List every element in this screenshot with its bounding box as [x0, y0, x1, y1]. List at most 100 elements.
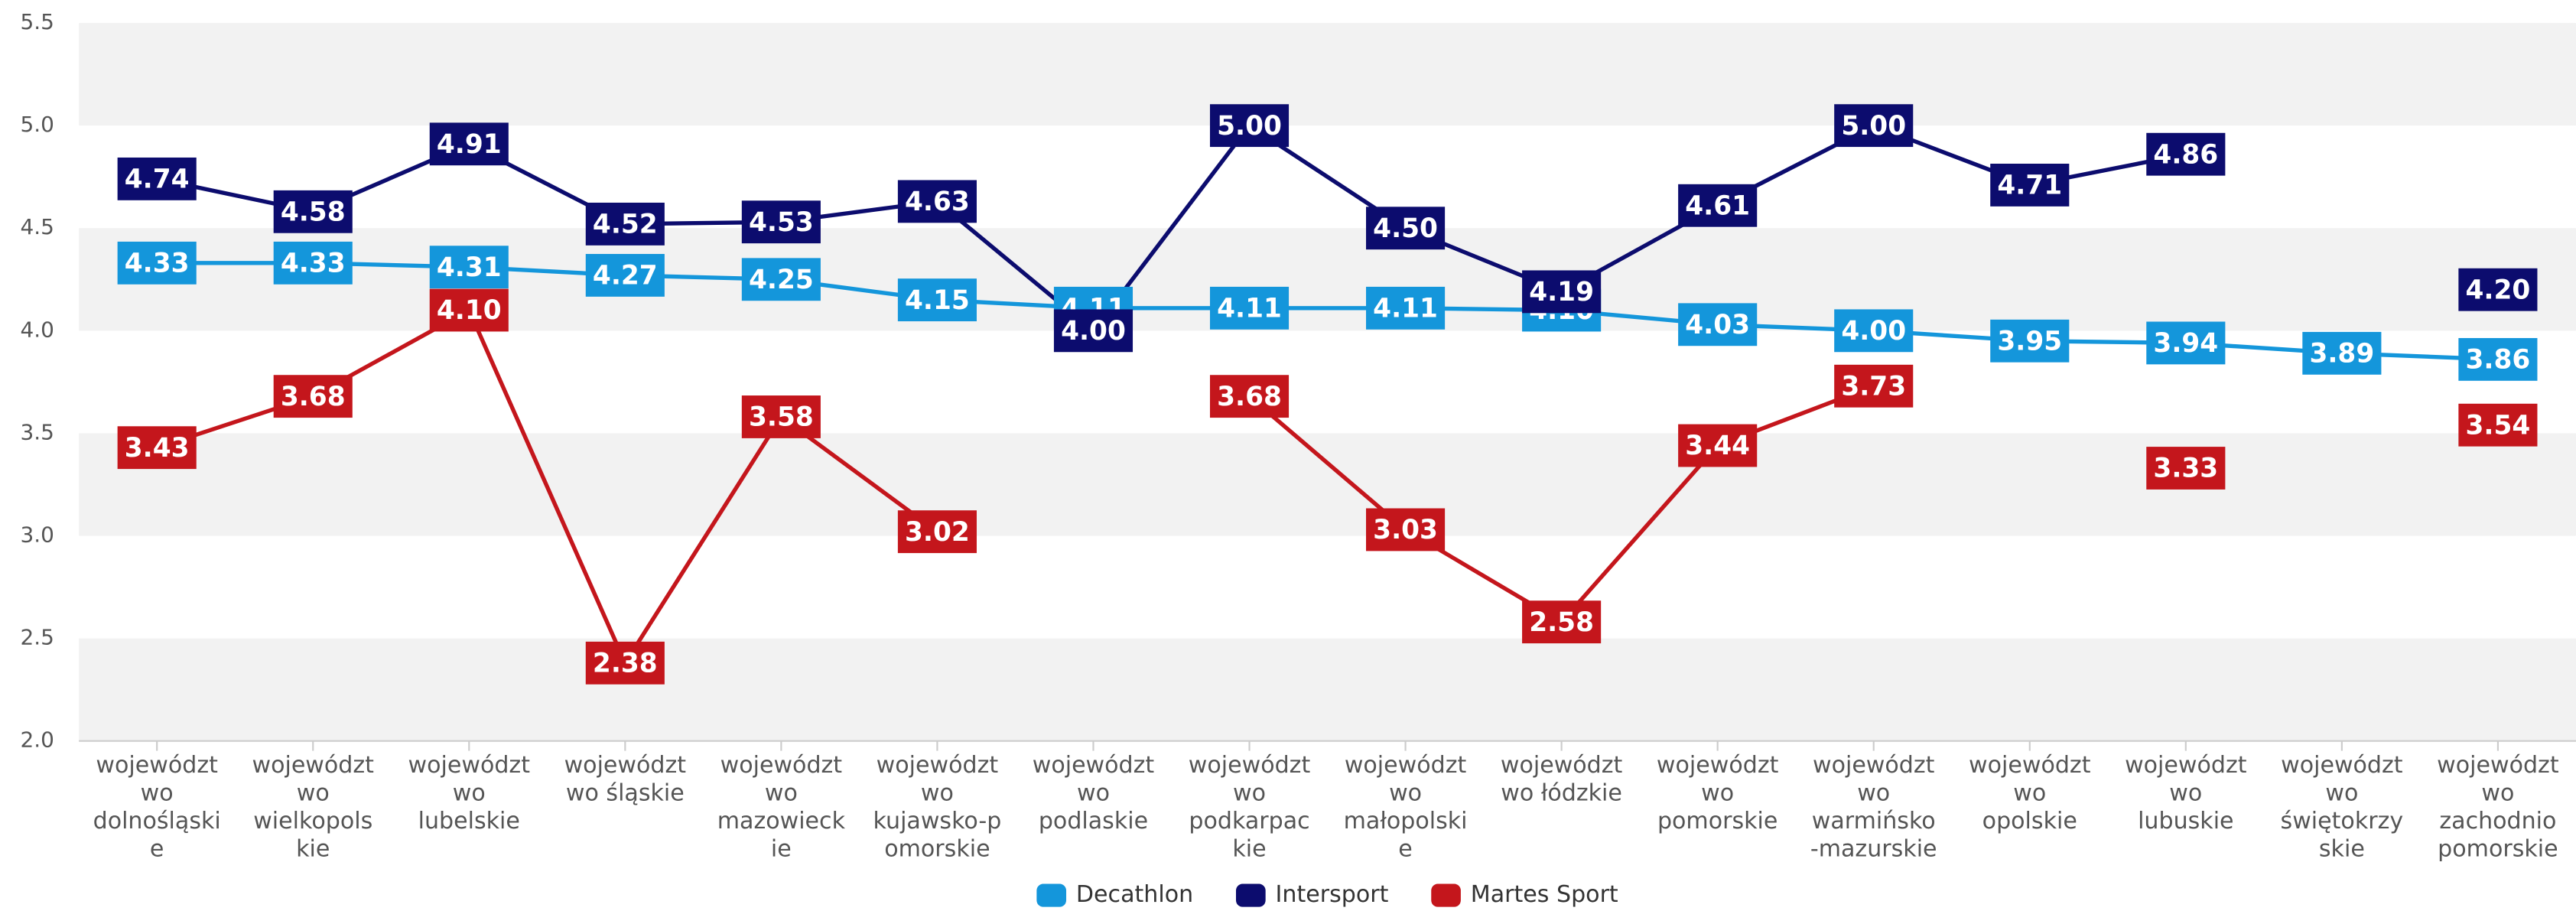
x-tick-label: województ wo podkarpac kie [1189, 751, 1311, 862]
x-tick-line: województ [877, 751, 999, 778]
value-label-box [1990, 319, 2070, 363]
value-label-box [1366, 508, 1446, 551]
value-label: 4.31 [437, 252, 502, 283]
x-tick-label: województ wo mazowieck ie [717, 751, 846, 862]
value-label: 5.00 [1217, 111, 1282, 142]
x-tick-line: województ [252, 751, 374, 778]
y-tick-label: 5.5 [21, 9, 54, 34]
series-line [157, 261, 2499, 362]
x-tick-line: wo [1077, 779, 1110, 806]
value-label: 4.11 [1217, 293, 1282, 324]
x-tick-label: województ wo podlaskie [1033, 751, 1155, 834]
x-tick-line: kie [1232, 835, 1266, 862]
y-tick-label: 3.5 [21, 419, 54, 444]
value-label: 3.68 [281, 382, 346, 412]
value-label: 3.44 [1685, 431, 1750, 461]
grid-band [79, 638, 2576, 741]
x-tick-line: wo [1389, 779, 1422, 806]
value-label-box [741, 200, 821, 244]
x-tick-line: wo [2169, 779, 2202, 806]
x-tick-line: e [1398, 835, 1413, 862]
value-label-box [2146, 132, 2226, 176]
value-label-box [429, 288, 509, 332]
value-label: 3.43 [125, 433, 190, 464]
y-tick-label: 4.0 [21, 317, 54, 342]
x-tick-label: województ wo łódzkie [1501, 751, 1623, 806]
value-label-box [585, 254, 665, 297]
x-tick-label: województ wo lubuskie [2125, 751, 2247, 834]
x-tick-label: województ wo pomorskie [1657, 751, 1779, 834]
value-label: 4.63 [905, 187, 970, 217]
y-tick-label: 5.0 [21, 112, 54, 137]
x-tick-line: województ [96, 751, 218, 778]
value-label-box [273, 375, 353, 418]
legend-label: Decathlon [1076, 881, 1193, 908]
x-tick-line: ie [771, 835, 792, 862]
x-tick-label: województ wo kujawsko-p omorskie [873, 751, 1002, 862]
y-tick-label: 2.5 [21, 625, 54, 650]
x-tick-label: województ wo warmińsko -mazurskie [1810, 751, 1937, 862]
value-label-box [1209, 375, 1290, 418]
value-label-box [1366, 286, 1446, 330]
x-tick-line: województ [1501, 751, 1623, 778]
value-label: 4.58 [281, 197, 346, 227]
value-label: 4.27 [593, 261, 658, 291]
value-label-box [2302, 331, 2382, 375]
x-tick-label: województ wo świętokrzy skie [2281, 751, 2404, 862]
value-label-box [1834, 104, 1914, 148]
value-label-box [117, 241, 197, 285]
x-tick-line: wo [921, 779, 954, 806]
x-tick-line: omorskie [884, 835, 990, 862]
x-tick-line: wo [2481, 779, 2514, 806]
x-tick-line: województ [1657, 751, 1779, 778]
value-label-box [1522, 600, 1602, 644]
value-label-box [1678, 184, 1758, 227]
x-tick-line: województ [564, 751, 687, 778]
value-label-box [897, 278, 977, 322]
x-tick-label: województ wo dolnośląski e [93, 751, 221, 862]
x-tick-line: skie [2319, 835, 2365, 862]
value-label: 4.10 [437, 295, 502, 326]
value-label-box [1053, 309, 1134, 353]
x-tick-line: małopolski [1344, 807, 1468, 834]
value-label: 4.20 [2466, 275, 2531, 305]
legend-item: Decathlon [1036, 881, 1193, 908]
value-label-box [741, 395, 821, 438]
x-tick-line: świętokrzy [2281, 807, 2404, 834]
x-tick-line: województ [408, 751, 531, 778]
value-label: 4.50 [1373, 213, 1438, 244]
x-tick-line: pomorskie [1657, 807, 1778, 834]
value-label: 4.91 [437, 129, 502, 160]
y-tick-label: 2.0 [21, 727, 54, 753]
legend-swatch [1431, 883, 1461, 907]
x-tick-line: wo [2013, 779, 2046, 806]
value-label-box [1209, 104, 1290, 148]
value-label: 3.54 [2466, 410, 2531, 441]
legend-swatch [1235, 883, 1266, 907]
value-label: 4.86 [2153, 139, 2218, 170]
value-label-box [117, 157, 197, 200]
x-tick-line: województ [1189, 751, 1311, 778]
value-label: 4.52 [593, 210, 658, 240]
value-label-box [1678, 424, 1758, 467]
value-label-box [2146, 321, 2226, 365]
value-label-box [1990, 164, 2070, 207]
value-label: 4.25 [749, 265, 814, 295]
x-tick-line: województ [1345, 751, 1467, 778]
x-tick-line: województ [1813, 751, 1935, 778]
value-label: 3.02 [905, 517, 970, 548]
x-tick-line: województ [2125, 751, 2247, 778]
value-label: 4.03 [1685, 310, 1750, 340]
value-label-box [429, 122, 509, 166]
value-label: 4.33 [125, 248, 190, 278]
value-label: 3.73 [1841, 371, 1906, 402]
value-label-box [1834, 309, 1914, 353]
x-tick-label: województ wo śląskie [564, 751, 687, 806]
value-label-box [585, 641, 665, 685]
x-tick-line: warmińsko [1812, 807, 1936, 834]
value-label-box [273, 190, 353, 233]
value-label-box [897, 510, 977, 554]
y-tick-label: 4.5 [21, 214, 54, 239]
x-tick-label: województ wo wielkopols kie [252, 751, 374, 862]
